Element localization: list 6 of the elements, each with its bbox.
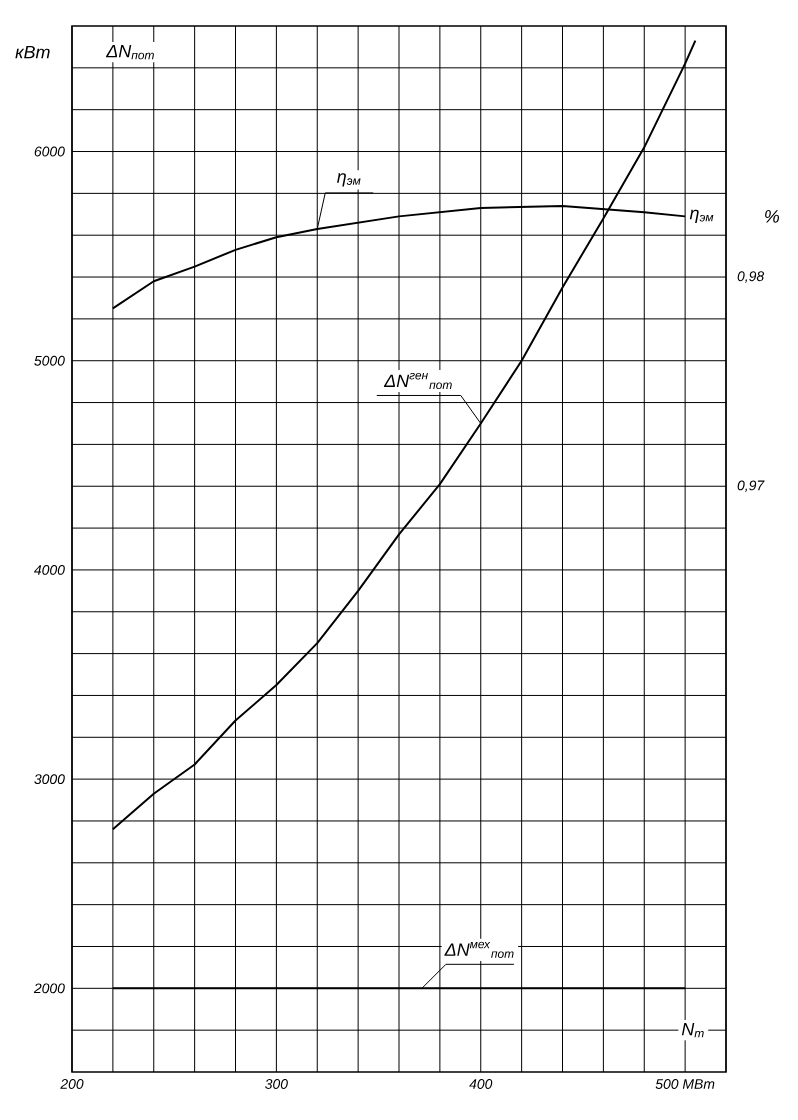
y-axis-title: кВт — [15, 45, 50, 59]
y2-axis-title: % — [765, 210, 779, 223]
x-axis-title: N$_{т}$ — [681, 1023, 704, 1038]
series-label: η$_{эм}$ — [337, 173, 361, 187]
annotation: η$_{эм}$ — [689, 209, 714, 224]
annotation: ΔN$_{пот}$ — [105, 44, 154, 60]
